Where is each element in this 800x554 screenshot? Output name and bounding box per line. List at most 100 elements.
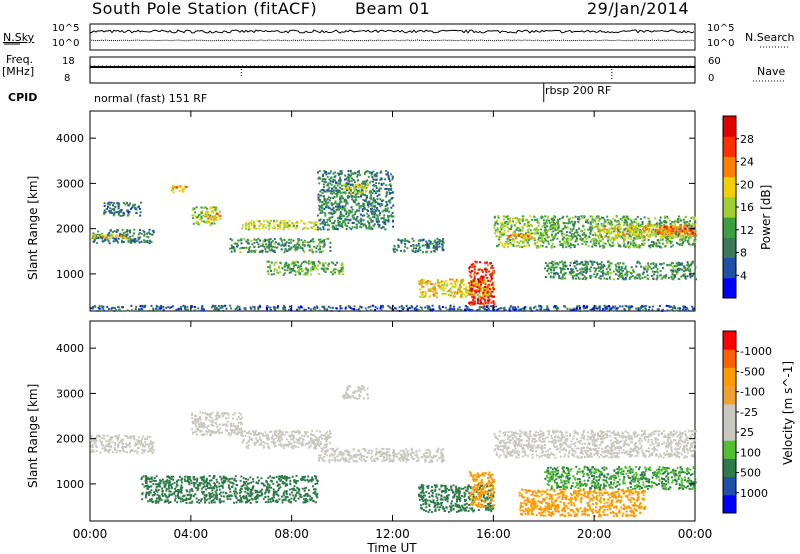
nave-right-tick-bottom: 0 <box>708 73 715 84</box>
colorbar-tick-label: 25 <box>740 426 754 439</box>
colorbar-segment <box>723 237 736 259</box>
power-region <box>342 183 370 195</box>
colorbar-tick-label: 28 <box>740 133 754 146</box>
freq-nave-panel <box>89 56 785 84</box>
colorbar-segment <box>723 116 736 137</box>
noise-right-tick-bottom: 10^0 <box>707 38 735 49</box>
colorbar-tick-label: -500 <box>740 365 765 378</box>
power-region <box>204 210 222 222</box>
y-tick-label: 1000 <box>56 478 84 491</box>
velocity-region <box>191 411 243 437</box>
power-region <box>468 260 496 308</box>
power-region <box>266 260 345 276</box>
x-tick-label: 12:00 <box>375 527 410 541</box>
colorbar-segment <box>723 156 736 178</box>
colorbar-tick-label: 500 <box>740 467 761 480</box>
colorbar-tick-label: 24 <box>740 156 754 169</box>
colorbar-segment <box>723 331 736 350</box>
colorbar-tick-label: 20 <box>740 178 754 191</box>
power-region <box>90 233 128 240</box>
velocity-region <box>493 429 697 459</box>
cpid-label: CPID <box>8 91 38 104</box>
power-region <box>241 219 319 231</box>
colorbar-tick-label: -100 <box>740 386 765 399</box>
velocity-y-ticks: 1000 2000 3000 4000 <box>56 342 695 491</box>
colorbar-tick-label: 12 <box>740 224 754 237</box>
colorbar-segment <box>723 385 736 405</box>
date-label: 29/Jan/2014 <box>587 0 690 18</box>
velocity-region <box>468 471 496 509</box>
nsearch-trace <box>89 39 695 42</box>
x-tick-label: 16:00 <box>476 527 511 541</box>
station-title: South Pole Station (fitACF) <box>92 0 318 18</box>
colorbar-segment <box>723 277 736 299</box>
colorbar-segment <box>723 257 736 279</box>
velocity-heatmap <box>90 385 697 518</box>
power-region <box>170 184 188 194</box>
power-y-ticks: 1000 2000 3000 4000 <box>56 132 695 281</box>
power-region <box>229 237 332 254</box>
colorbar-tick-label: 16 <box>740 201 754 214</box>
y-tick-label: 3000 <box>56 177 84 190</box>
nave-label: Nave <box>757 65 786 78</box>
power-region <box>317 169 395 231</box>
power-region <box>90 304 695 312</box>
velocity-region <box>241 429 332 450</box>
power-region <box>543 260 697 281</box>
colorbar-tick-label: -1000 <box>740 345 772 358</box>
colorbar-segment <box>723 476 736 496</box>
power-ylabel: Slant Range [km] <box>26 176 40 280</box>
colorbar-frame <box>722 330 737 514</box>
cpid-segment-2: rbsp 200 RF <box>545 84 612 97</box>
y-tick-label: 1000 <box>56 268 84 281</box>
y-tick-label: 2000 <box>56 433 84 446</box>
velocity-region <box>90 434 155 455</box>
y-tick-label: 3000 <box>56 387 84 400</box>
velocity-ylabel: Slant Range [km] <box>26 384 40 488</box>
time-axis: 00:00 04:00 08:00 12:00 16:00 20:00 00:00 <box>73 111 713 541</box>
power-region <box>594 224 697 240</box>
colorbar-tick-label: 4 <box>740 269 747 282</box>
colorbar-segment <box>723 440 736 459</box>
x-tick-label: 00:00 <box>73 527 108 541</box>
noise-left-tick-bottom: 10^0 <box>52 38 80 49</box>
y-tick-label: 4000 <box>56 342 84 355</box>
nsky-trace <box>89 29 695 34</box>
velocity-colorbar: 1000 500 100 25 -25 -100 -500 -1000 <box>722 330 772 514</box>
colorbar-segment <box>723 494 736 514</box>
y-tick-label: 4000 <box>56 132 84 145</box>
x-tick-label: 00:00 <box>678 527 713 541</box>
power-heatmap <box>90 169 697 312</box>
y-tick-label: 2000 <box>56 223 84 236</box>
colorbar-segment <box>723 196 736 218</box>
time-axis-label: Time UT <box>366 541 417 554</box>
velocity-panel: 1000 2000 3000 4000 Slant Range [km] <box>26 320 697 522</box>
colorbar-segment <box>723 458 736 478</box>
power-region <box>507 233 533 240</box>
freq-left-tick-top: 18 <box>62 56 75 67</box>
noise-left-tick-top: 10^5 <box>52 23 80 34</box>
noise-traces <box>89 29 695 42</box>
power-region <box>103 201 143 217</box>
colorbar-tick-label: 100 <box>740 446 761 459</box>
freq-unit-label: [MHz] <box>2 65 35 78</box>
x-tick-label: 04:00 <box>174 527 209 541</box>
nsky-label: N.Sky <box>3 31 35 44</box>
colorbar-tick-label: 8 <box>740 247 747 260</box>
colorbar-segment <box>723 217 736 238</box>
freq-traces <box>90 65 695 80</box>
noise-right-tick-top: 10^5 <box>707 23 735 34</box>
freq-label: Freq. <box>6 53 34 66</box>
colorbar-tick-label: 1000 <box>740 487 768 500</box>
colorbar-segment <box>723 422 736 441</box>
nsearch-label: N.Search <box>745 31 795 44</box>
power-colorbar: 4 8 12 16 20 24 28 <box>722 115 754 299</box>
power-region <box>658 224 697 235</box>
velocity-colorbar-label: Velocity [m s^-1] <box>781 361 795 465</box>
freq-left-tick-bottom: 8 <box>64 73 71 84</box>
cpid-segment-1: normal (fast) 151 RF <box>94 92 208 105</box>
colorbar-segment <box>723 176 736 198</box>
x-tick-label: 08:00 <box>274 527 309 541</box>
colorbar-segment <box>723 136 736 157</box>
